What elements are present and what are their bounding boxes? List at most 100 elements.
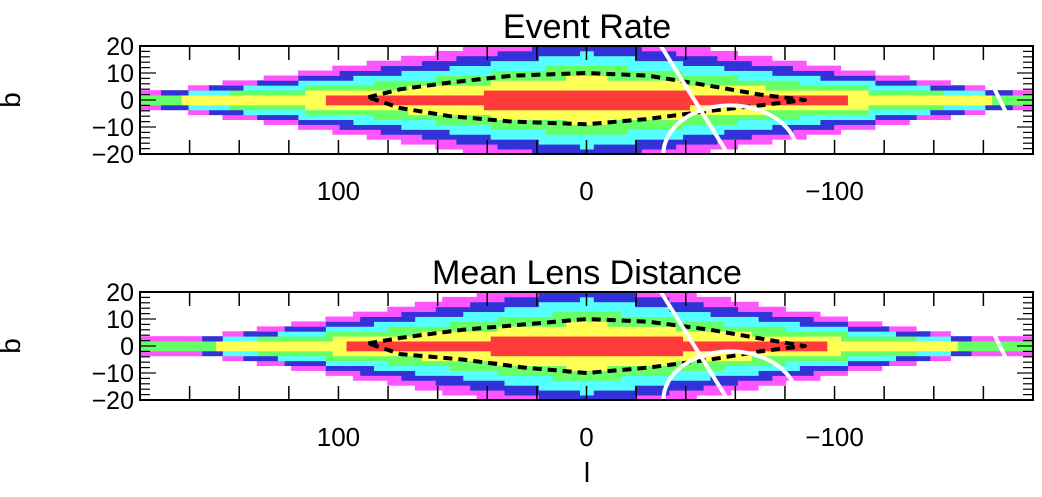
heatmap-cell — [792, 109, 800, 116]
heatmap-cell — [373, 365, 381, 371]
heatmap-cell — [655, 341, 663, 347]
heatmap-cell — [1026, 104, 1033, 111]
heatmap-cell — [964, 346, 972, 352]
heatmap-cell — [861, 331, 869, 337]
heatmap-cell — [243, 80, 251, 86]
heatmap-cell — [730, 109, 739, 116]
heatmap-cell — [449, 321, 457, 327]
heatmap-cell — [600, 331, 608, 337]
heatmap-cell — [627, 139, 635, 145]
heatmap-cell — [545, 380, 553, 386]
heatmap-cell — [476, 321, 484, 327]
heatmap-cell — [765, 114, 773, 121]
heatmap-cell — [648, 375, 656, 381]
heatmap-cell — [236, 85, 244, 91]
heatmap-cell — [806, 346, 814, 352]
heatmap-cell — [517, 104, 526, 111]
heatmap-cell — [552, 65, 560, 71]
heatmap-cell — [291, 355, 299, 362]
heatmap-cell — [325, 100, 333, 106]
heatmap-cell — [297, 100, 306, 106]
heatmap-cell — [497, 346, 505, 352]
heatmap-cell — [1005, 346, 1013, 352]
heatmap-cell — [737, 95, 745, 101]
heatmap-cell — [627, 385, 635, 391]
heatmap-cell — [620, 104, 629, 111]
heatmap-cell — [325, 321, 333, 327]
heatmap-cell — [799, 336, 807, 342]
heatmap-cell — [600, 360, 608, 367]
heatmap-cell — [524, 80, 532, 86]
heatmap-cell — [346, 360, 354, 367]
heatmap-cell — [785, 109, 793, 116]
heatmap-cell — [861, 341, 869, 347]
heatmap-cell — [339, 124, 347, 130]
heatmap-cell — [881, 95, 890, 101]
heatmap-cell — [579, 134, 587, 140]
heatmap-cell — [249, 350, 258, 357]
heatmap-cell — [366, 370, 374, 376]
heatmap-cell — [909, 104, 917, 111]
heatmap-cell — [778, 346, 787, 352]
heatmap-cell — [387, 100, 395, 106]
heatmap-cell — [483, 326, 491, 332]
heatmap-cell — [517, 114, 526, 121]
heatmap-cell — [352, 80, 361, 86]
heatmap-cell — [366, 365, 374, 371]
heatmap-cell — [325, 355, 333, 362]
heatmap-cell — [662, 375, 670, 381]
heatmap-cell — [455, 50, 464, 57]
heatmap-cell — [504, 311, 512, 317]
heatmap-cell — [744, 65, 752, 71]
heatmap-cell — [627, 370, 635, 376]
heatmap-cell — [964, 104, 972, 111]
heatmap-cell — [895, 90, 903, 96]
heatmap-cell — [607, 104, 615, 111]
heatmap-cell — [792, 75, 800, 81]
heatmap-cell — [881, 326, 890, 332]
heatmap-cell — [696, 95, 704, 101]
heatmap-cell — [902, 85, 910, 91]
heatmap-cell — [737, 385, 745, 391]
heatmap-cell — [380, 331, 388, 337]
heatmap-cell — [758, 316, 766, 322]
heatmap-cell — [902, 326, 910, 332]
heatmap-cell — [552, 311, 560, 317]
heatmap-cell — [717, 134, 725, 140]
heatmap-cell — [387, 75, 395, 81]
heatmap-cell — [689, 311, 697, 317]
heatmap-cell — [304, 70, 313, 76]
heatmap-cell — [346, 355, 354, 362]
heatmap-cell — [469, 119, 477, 125]
heatmap-cell — [339, 341, 347, 347]
heatmap-cell — [469, 129, 477, 135]
heatmap-cell — [868, 100, 876, 106]
heatmap-cell — [270, 355, 278, 362]
heatmap-cell — [771, 70, 780, 76]
heatmap-cell — [641, 390, 649, 396]
heatmap-cell — [201, 85, 210, 91]
heatmap-cell — [696, 144, 704, 150]
heatmap-cell — [840, 350, 848, 357]
heatmap-cell — [820, 370, 828, 376]
heatmap-cell — [696, 336, 704, 342]
heatmap-cell — [696, 100, 704, 106]
heatmap-cell — [675, 85, 684, 91]
heatmap-cell — [620, 144, 629, 150]
heatmap-cell — [751, 380, 759, 386]
heatmap-cell — [641, 149, 649, 154]
heatmap-cell — [916, 114, 924, 121]
heatmap-cell — [1019, 104, 1027, 111]
heatmap-cell — [579, 104, 587, 111]
heatmap-cell — [442, 380, 450, 386]
heatmap-cell — [847, 124, 855, 130]
heatmap-cell — [600, 321, 608, 327]
heatmap-cell — [394, 80, 402, 86]
heatmap-cell — [586, 316, 594, 322]
heatmap-cell — [909, 331, 917, 337]
heatmap-cell — [414, 375, 423, 381]
heatmap-cell — [249, 90, 258, 96]
heatmap-cell — [813, 65, 821, 71]
heatmap-cell — [730, 75, 739, 81]
heatmap-cell — [497, 85, 505, 91]
